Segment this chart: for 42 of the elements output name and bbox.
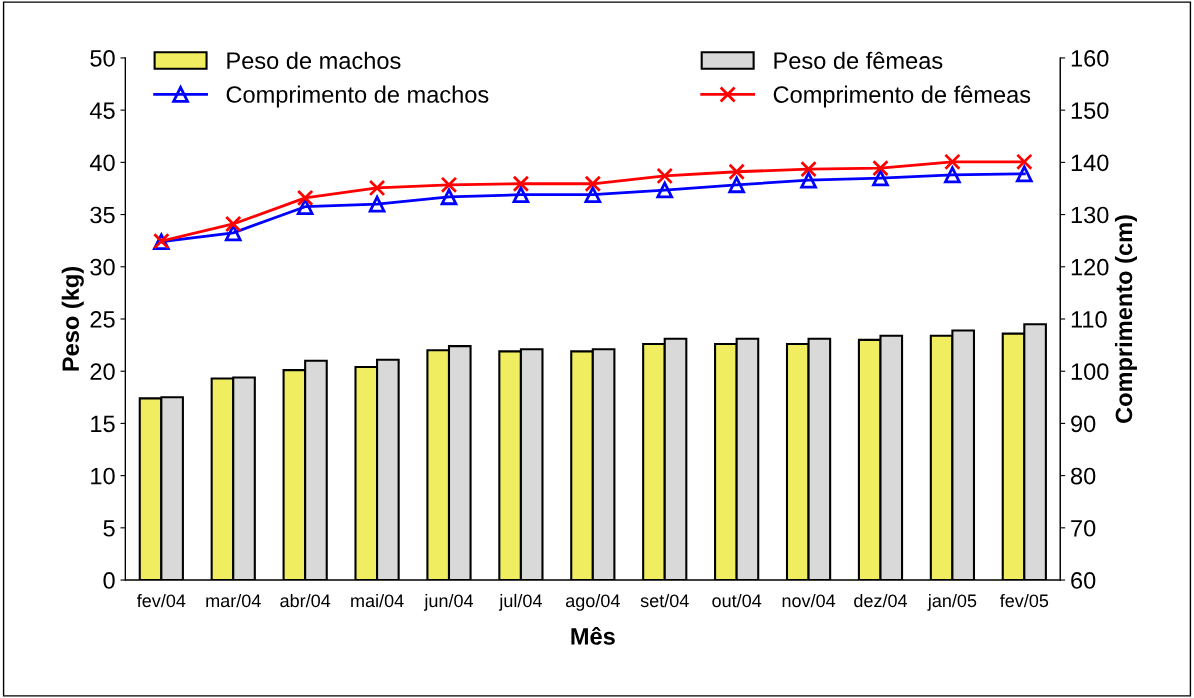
y2-tick-label: 130 (1071, 206, 1109, 224)
y-tick-label: 20 (90, 363, 115, 380)
x-tick-label: set/04 (640, 593, 689, 608)
y2-tick-label: 80 (1071, 467, 1096, 485)
y2-tick-label: 120 (1071, 258, 1109, 276)
y2-tick-label: 90 (1071, 415, 1096, 433)
y-tick-label: 50 (90, 50, 115, 67)
x-tick-label: jun/04 (423, 593, 474, 611)
legend-label: Peso de fêmeas (774, 51, 943, 70)
y-tick-label: 15 (91, 415, 115, 433)
x-tick-label: abr/04 (280, 593, 331, 608)
y-tick-label: 40 (89, 154, 115, 172)
y-tick-label: 5 (103, 520, 115, 537)
x-tick-label: ago/04 (565, 593, 620, 611)
x-tick-label: fev/04 (136, 593, 186, 608)
x-tick-label: jan/05 (927, 593, 977, 611)
x-tick-label: nov/04 (782, 593, 836, 608)
x-tick-label: fev/05 (999, 593, 1049, 608)
y2-axis-title: Comprimento (cm) (1114, 215, 1137, 423)
y2-tick-label: 70 (1071, 519, 1096, 537)
y2-tick-label: 160 (1071, 50, 1109, 67)
y2-tick-label: 140 (1071, 154, 1109, 172)
y-tick-label: 25 (90, 311, 115, 328)
y-tick-label: 0 (103, 572, 115, 589)
y-tick-label: 30 (90, 258, 115, 276)
x-tick-label: mai/04 (351, 593, 404, 608)
y2-tick-label: 110 (1071, 311, 1107, 328)
y-tick-label: 35 (90, 206, 115, 224)
y-tick-label: 10 (91, 467, 115, 485)
legend-label: Peso de machos (227, 51, 401, 70)
legend-label: Comprimento de machos (226, 85, 489, 108)
y2-tick-label: 100 (1071, 363, 1109, 380)
y2-tick-label: 60 (1071, 572, 1096, 589)
x-tick-label: dez/04 (854, 593, 908, 608)
legend-label: Comprimento de fêmeas (773, 85, 1031, 108)
y-tick-label: 45 (89, 102, 115, 119)
x-tick-label: mar/04 (206, 593, 261, 608)
x-axis-title: Mês (571, 626, 615, 645)
y-axis-title: Peso (kg) (61, 267, 84, 371)
x-tick-label: jul/04 (498, 593, 542, 611)
y2-tick-label: 150 (1071, 102, 1109, 119)
x-tick-label: out/04 (712, 593, 762, 608)
